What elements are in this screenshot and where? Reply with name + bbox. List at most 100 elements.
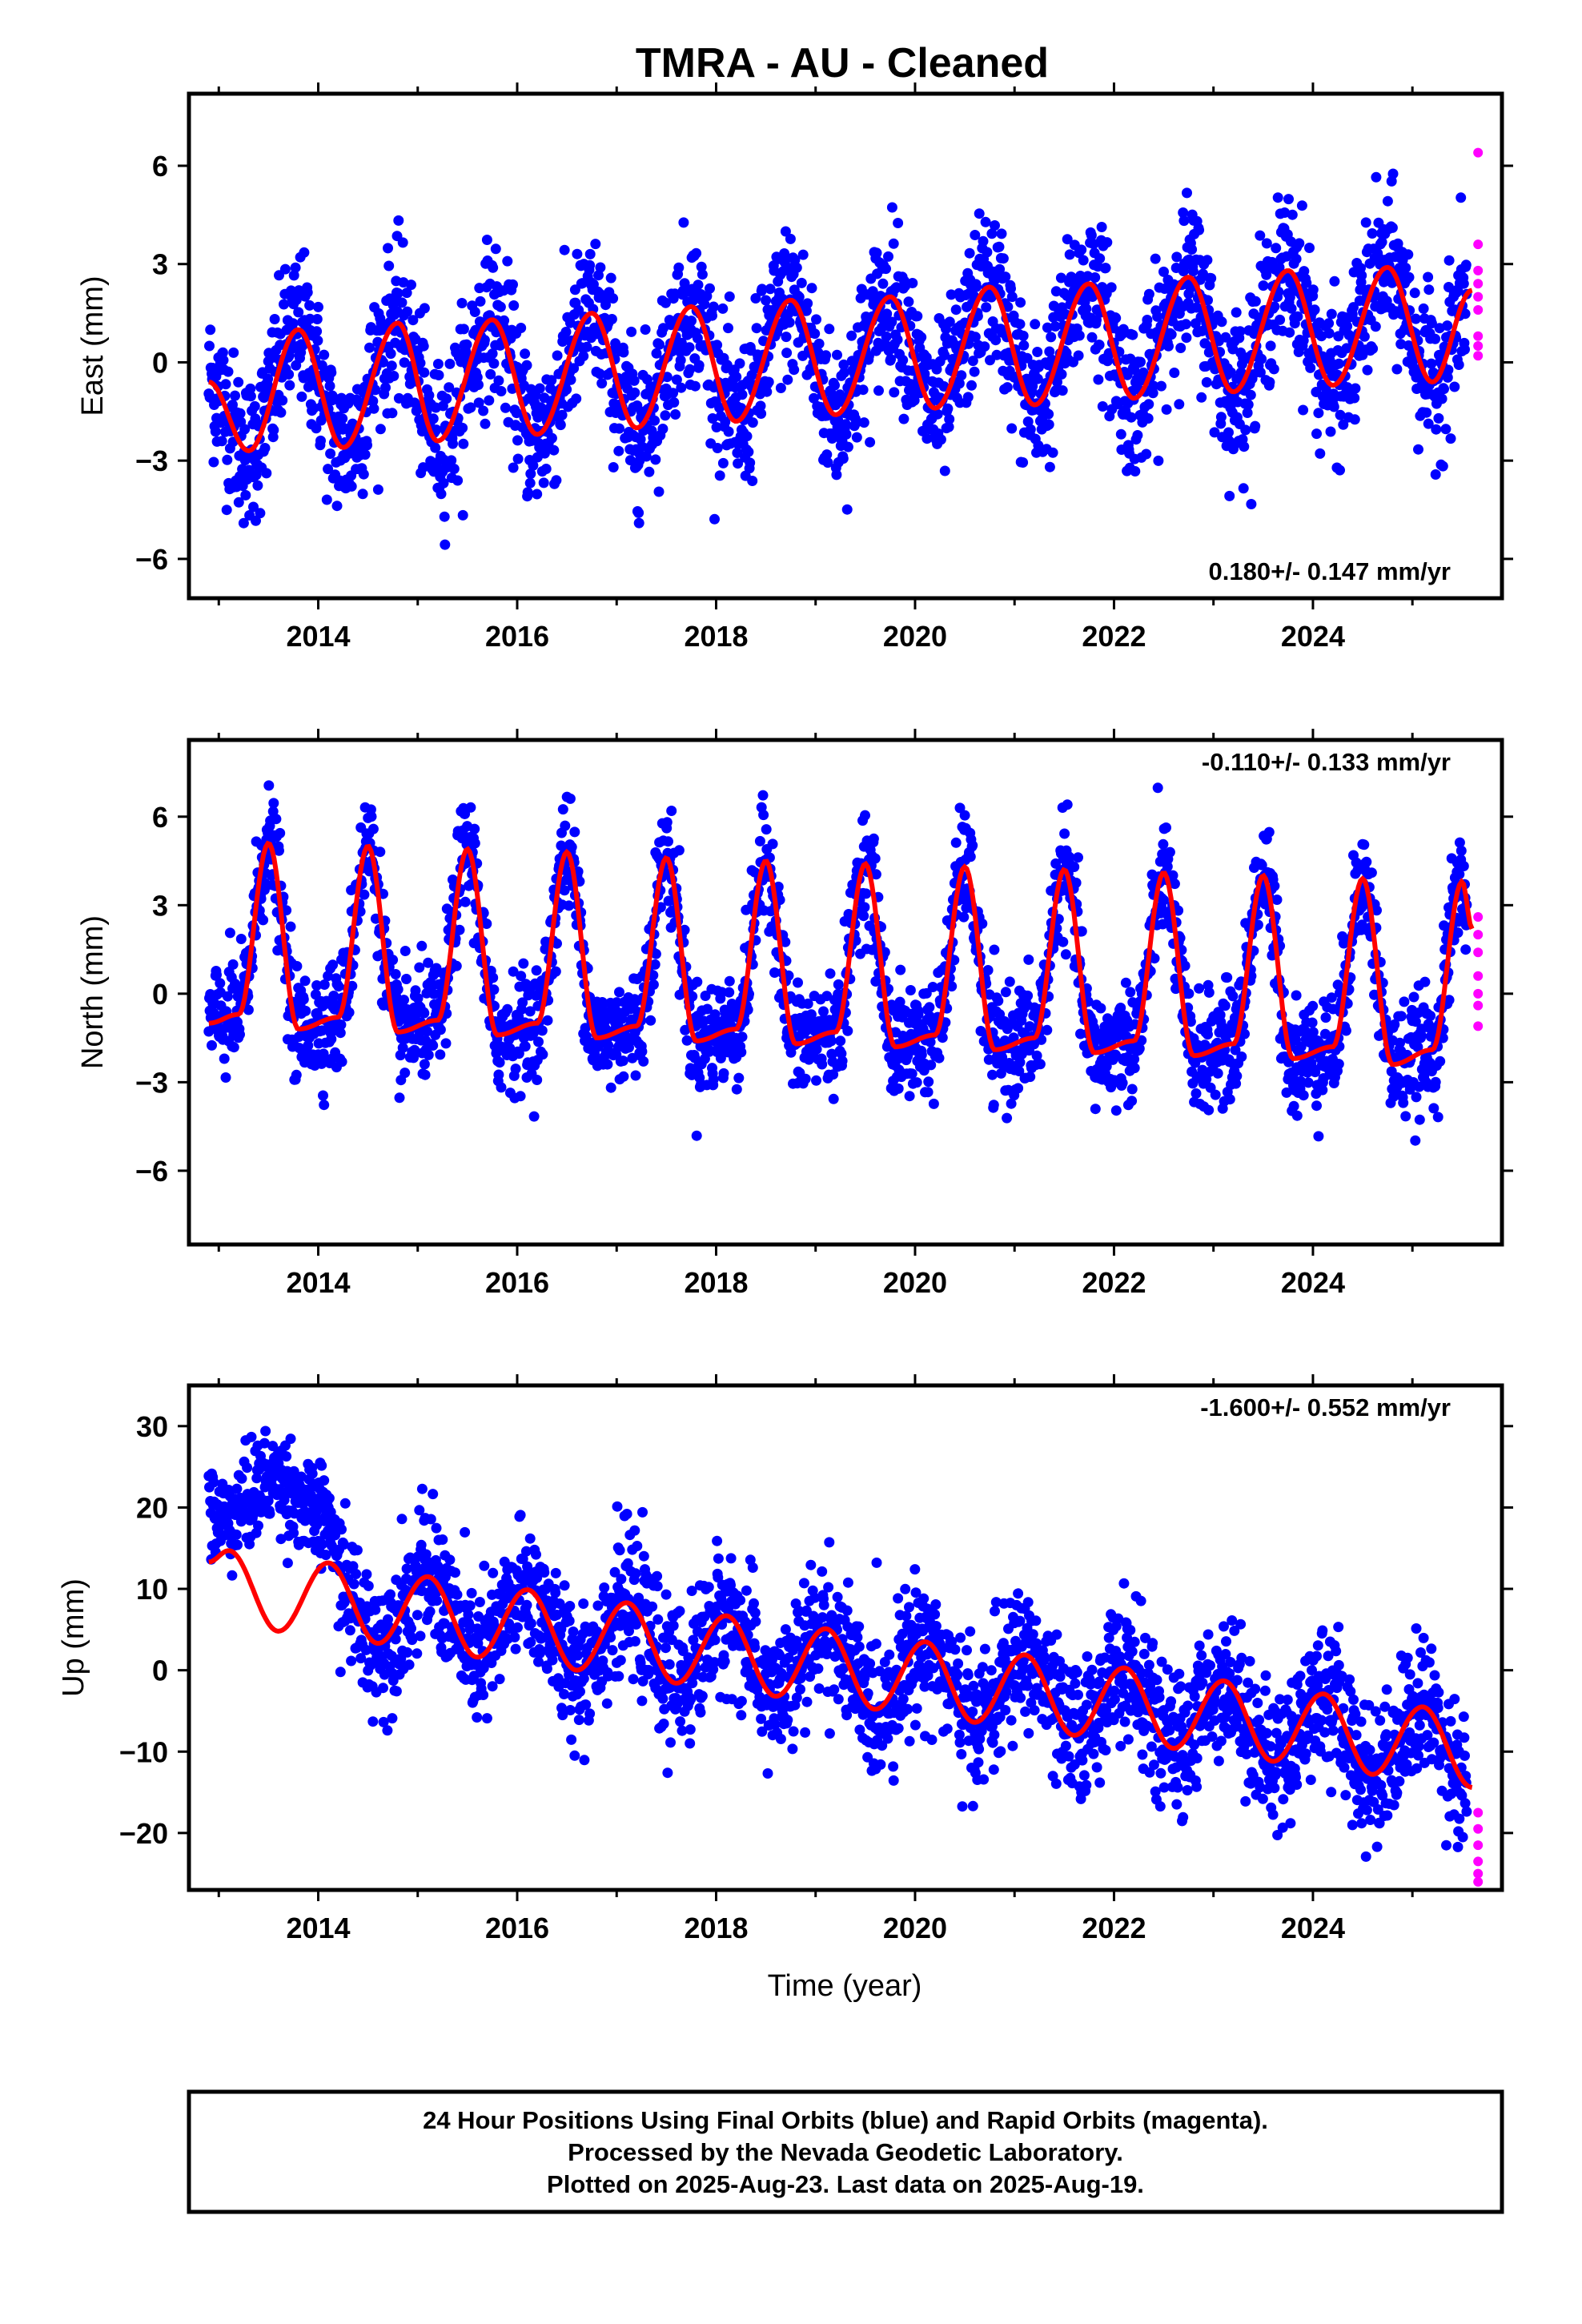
x-tick-label: 2024 bbox=[1281, 620, 1345, 653]
data-point bbox=[737, 389, 748, 400]
data-point bbox=[215, 978, 226, 989]
data-point bbox=[724, 291, 735, 302]
data-point bbox=[1304, 243, 1315, 253]
data-point bbox=[633, 517, 644, 529]
data-point bbox=[1360, 217, 1371, 228]
data-point bbox=[572, 248, 583, 259]
data-point bbox=[1115, 1003, 1126, 1013]
data-point bbox=[508, 300, 520, 311]
data-point bbox=[944, 414, 955, 424]
data-point bbox=[989, 944, 1000, 955]
data-point bbox=[1161, 404, 1172, 415]
data-point bbox=[1013, 1083, 1024, 1094]
data-point bbox=[1215, 412, 1227, 423]
data-point bbox=[629, 387, 640, 398]
data-point bbox=[578, 351, 589, 362]
data-point bbox=[1090, 1104, 1101, 1115]
data-point bbox=[731, 1084, 742, 1095]
data-point bbox=[684, 342, 695, 353]
data-point bbox=[318, 1090, 328, 1101]
data-point bbox=[925, 1036, 936, 1047]
data-point bbox=[1042, 322, 1053, 333]
x-tick-label: 2022 bbox=[1082, 620, 1146, 653]
data-point bbox=[944, 316, 955, 328]
data-point bbox=[331, 501, 343, 512]
data-point bbox=[564, 793, 576, 804]
y-tick-label: 0 bbox=[152, 346, 168, 379]
data-point bbox=[678, 217, 689, 228]
data-point bbox=[499, 315, 510, 326]
data-point bbox=[785, 233, 796, 244]
data-point bbox=[431, 424, 442, 436]
data-point bbox=[1006, 292, 1018, 303]
data-point bbox=[1269, 880, 1280, 891]
data-point bbox=[1300, 1026, 1311, 1037]
data-point bbox=[1150, 253, 1161, 264]
data-point bbox=[1178, 215, 1190, 227]
data-point bbox=[423, 1049, 434, 1060]
data-point bbox=[205, 324, 216, 336]
data-point bbox=[761, 386, 773, 397]
data-point bbox=[290, 262, 301, 273]
data-point bbox=[327, 959, 339, 971]
data-point bbox=[1014, 319, 1026, 330]
data-point bbox=[1166, 329, 1177, 340]
data-point bbox=[372, 484, 383, 495]
data-point bbox=[515, 1091, 526, 1102]
data-point bbox=[775, 383, 786, 393]
data-point bbox=[1359, 331, 1370, 342]
data-point bbox=[745, 457, 756, 468]
data-point bbox=[283, 369, 295, 380]
data-point bbox=[796, 277, 807, 288]
data-point bbox=[235, 408, 246, 419]
x-tick-label: 2020 bbox=[883, 620, 947, 653]
data-point bbox=[916, 332, 927, 343]
data-point bbox=[633, 507, 644, 518]
data-point bbox=[1307, 1000, 1319, 1011]
data-point bbox=[761, 824, 772, 835]
data-point bbox=[1392, 238, 1403, 249]
data-point bbox=[1075, 271, 1086, 281]
data-point bbox=[595, 262, 606, 273]
data-point bbox=[921, 987, 932, 999]
data-point bbox=[841, 428, 852, 440]
data-point bbox=[522, 487, 533, 498]
data-point bbox=[660, 410, 671, 421]
data-point bbox=[870, 976, 881, 987]
data-point bbox=[564, 900, 575, 911]
data-point bbox=[590, 239, 601, 250]
data-point bbox=[791, 262, 802, 273]
data-point bbox=[518, 958, 529, 969]
data-point bbox=[440, 539, 451, 550]
data-point bbox=[756, 408, 767, 419]
data-point bbox=[1335, 464, 1345, 476]
data-point bbox=[829, 380, 840, 391]
data-point bbox=[1014, 1066, 1025, 1076]
data-point bbox=[1158, 895, 1169, 906]
data-point bbox=[1081, 304, 1092, 315]
data-point bbox=[1272, 192, 1283, 203]
data-point bbox=[357, 489, 368, 500]
data-point bbox=[465, 402, 476, 413]
data-point bbox=[958, 911, 970, 923]
data-point bbox=[219, 1053, 230, 1064]
data-point bbox=[448, 464, 460, 474]
data-point bbox=[608, 462, 619, 472]
data-point bbox=[842, 1025, 853, 1036]
data-point bbox=[1169, 368, 1180, 378]
data-point bbox=[673, 845, 685, 856]
data-point bbox=[1335, 409, 1346, 420]
data-point bbox=[883, 251, 893, 262]
data-point bbox=[533, 1036, 544, 1047]
data-point bbox=[392, 984, 404, 995]
data-point bbox=[813, 338, 825, 349]
data-point bbox=[419, 1007, 430, 1019]
data-point bbox=[1002, 1112, 1013, 1124]
data-point bbox=[981, 302, 992, 313]
data-point bbox=[513, 1048, 524, 1059]
data-point bbox=[251, 515, 261, 526]
data-point bbox=[324, 380, 335, 392]
data-point bbox=[761, 295, 772, 306]
data-point bbox=[520, 348, 531, 360]
